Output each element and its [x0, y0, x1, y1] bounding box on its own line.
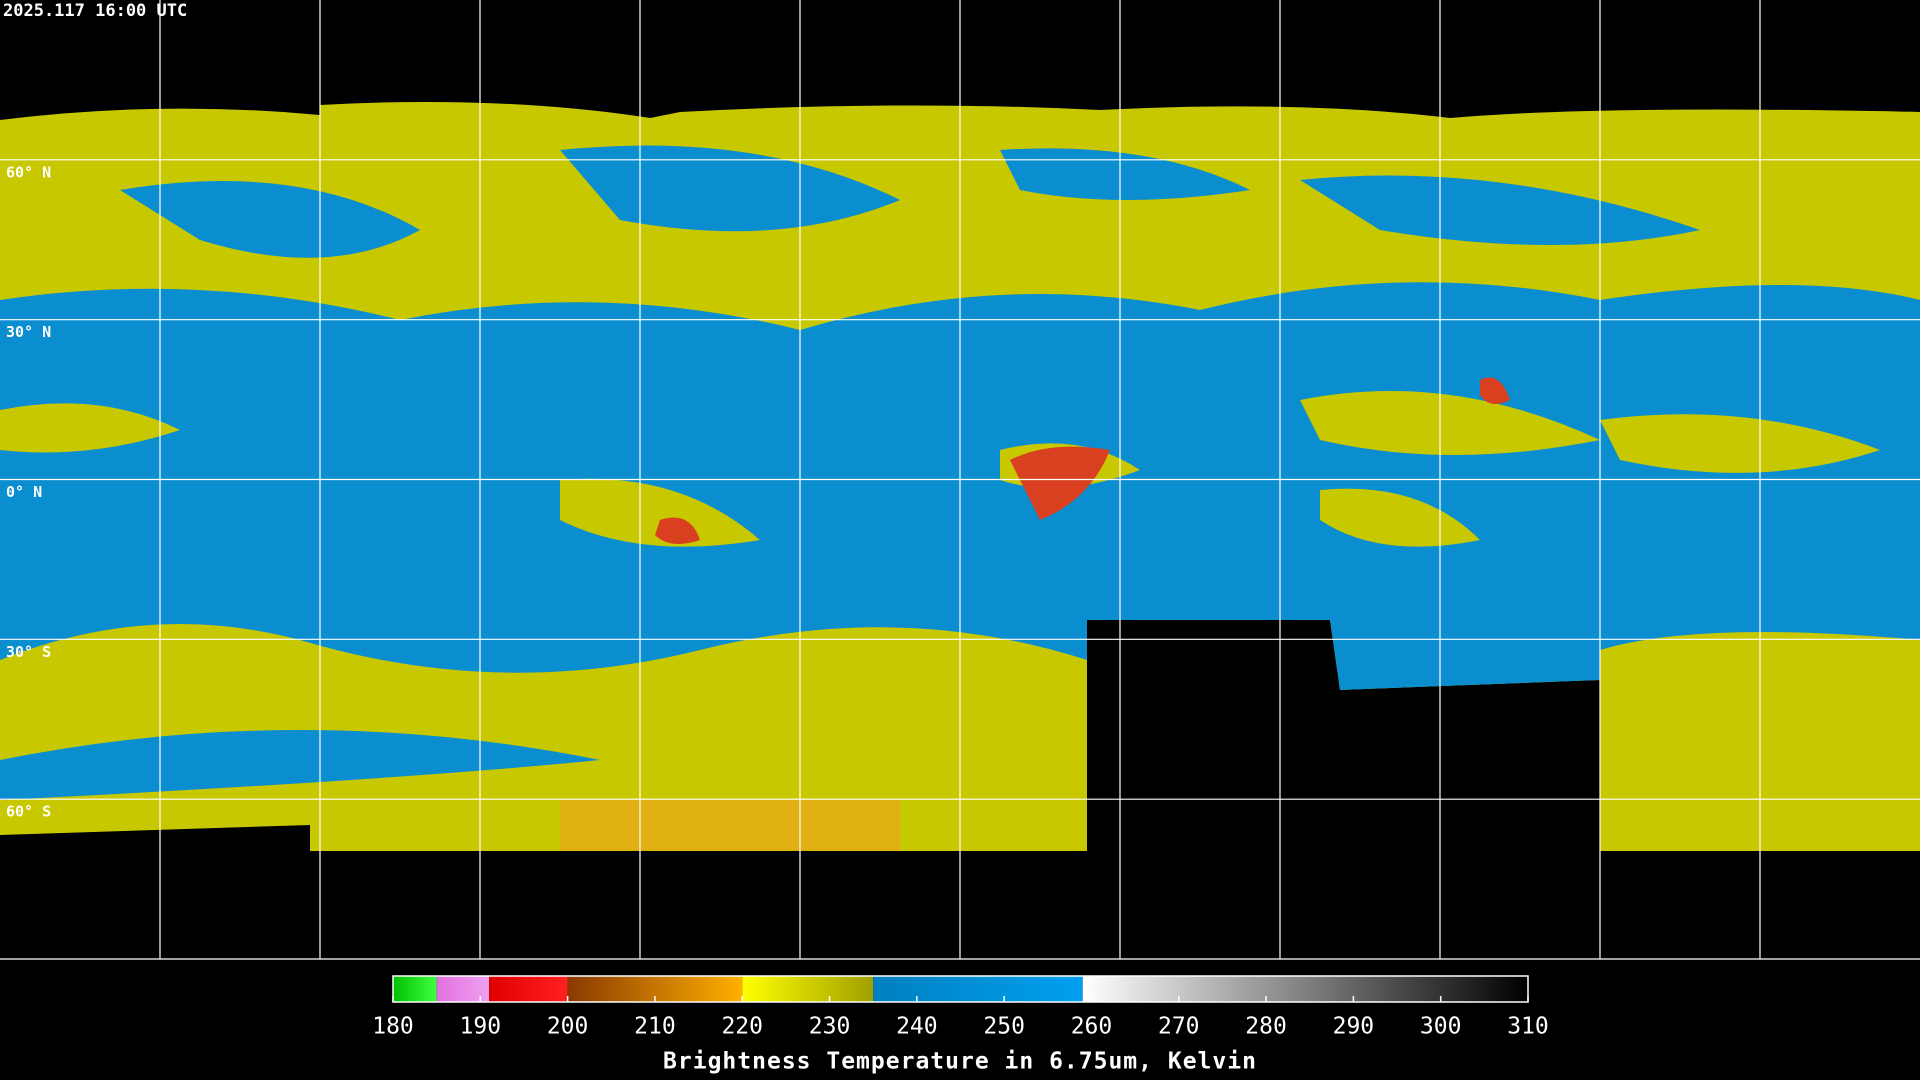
colorbar-tick-label: 290	[1333, 1014, 1375, 1040]
colorbar-segment	[393, 976, 437, 1002]
colorbar-tick-label: 310	[1507, 1014, 1549, 1040]
graticule: 60° N 30° N 0° N 30° S 60° S	[0, 0, 1920, 960]
colorbar-segment	[489, 976, 568, 1002]
cold-region	[560, 800, 900, 851]
colorbar-tick-label: 180	[372, 1014, 414, 1040]
lat-label: 0° N	[6, 483, 42, 501]
colorbar-tick-label: 300	[1420, 1014, 1462, 1040]
colorbar-title: Brightness Temperature in 6.75um, Kelvin	[663, 1049, 1257, 1075]
colorbar-segment	[742, 976, 874, 1002]
colorbar-tick-label: 190	[460, 1014, 502, 1040]
convection	[0, 391, 1880, 547]
colorbar-tick-label: 230	[809, 1014, 851, 1040]
colorbar-segment	[873, 976, 1083, 1002]
lat-label: 30° N	[6, 323, 51, 341]
colorbar-tick-label: 240	[896, 1014, 938, 1040]
colorbar-frame	[392, 975, 1529, 1003]
colorbar-tick-label: 260	[1071, 1014, 1113, 1040]
colorbar-tick-label: 200	[547, 1014, 589, 1040]
lat-label: 60° S	[6, 803, 51, 821]
colorbar: 180 190 200 210 220 230 240 250 260 270 280 290 300 3…	[372, 975, 1549, 1040]
colorbar-tick-label: 270	[1158, 1014, 1200, 1040]
lat-label: 30° S	[6, 643, 51, 661]
colorbar-tick-label: 280	[1245, 1014, 1287, 1040]
colorbar-tick-label: 250	[983, 1014, 1025, 1040]
lat-label: 60° N	[6, 163, 51, 181]
timestamp: 2025.117 16:00 UTC	[3, 1, 187, 21]
deep-convection	[655, 377, 1510, 544]
colorbar-segment	[436, 976, 490, 1002]
dry-slot	[0, 145, 1700, 801]
colorbar-tick-label: 210	[634, 1014, 676, 1040]
colorbar-tick-label: 220	[721, 1014, 763, 1040]
colorbar-segment	[1082, 976, 1528, 1002]
